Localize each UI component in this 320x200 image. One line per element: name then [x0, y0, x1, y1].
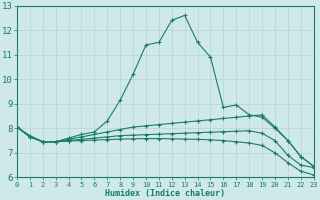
- X-axis label: Humidex (Indice chaleur): Humidex (Indice chaleur): [105, 189, 225, 198]
